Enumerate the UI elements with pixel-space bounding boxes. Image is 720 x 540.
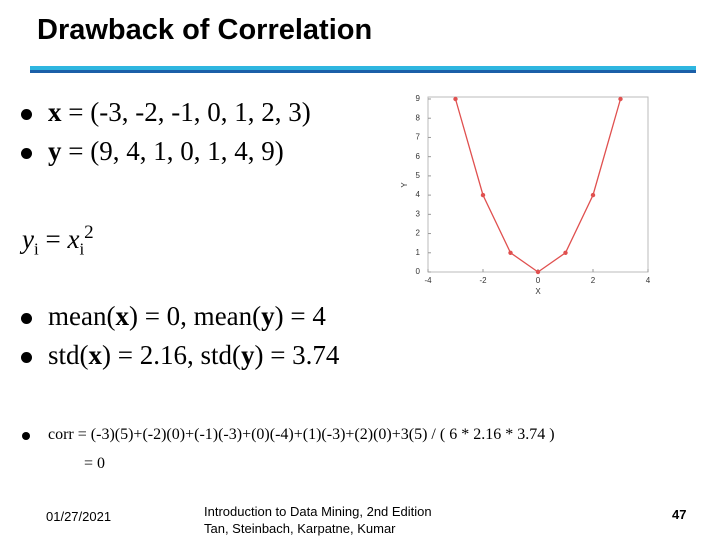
- bullet: [21, 109, 32, 120]
- bullet: [21, 352, 32, 363]
- data-point: [563, 250, 568, 255]
- x-tick-label: 2: [591, 276, 596, 285]
- footer-date: 01/27/2021: [46, 509, 112, 524]
- data-line: [454, 98, 622, 273]
- corr-result: = 0: [84, 455, 106, 472]
- y-tick-label: 4: [416, 190, 421, 199]
- y-axis-label: Y: [400, 182, 409, 188]
- x-tick-label: 0: [536, 276, 541, 285]
- y-tick-label: 0: [416, 267, 421, 276]
- data-point: [453, 96, 458, 102]
- bullet-text: std(x) = 2.16, std(y) = 3.74: [48, 340, 340, 370]
- footer-page: 47: [672, 507, 687, 522]
- y-tick-label: 3: [416, 209, 421, 218]
- formula: yi = xi2: [22, 222, 94, 259]
- y-tick-label: 7: [416, 133, 421, 142]
- data-point: [480, 192, 486, 198]
- bullet-text: mean(x) = 0, mean(y) = 4: [48, 301, 326, 331]
- plot-frame: [427, 96, 649, 273]
- data-point: [508, 250, 513, 255]
- y-tick-label: 6: [416, 152, 421, 161]
- bullet: [21, 313, 32, 324]
- bullet-text: x = (-3, -2, -1, 0, 1, 2, 3): [48, 97, 311, 127]
- footer-book: Introduction to Data Mining, 2nd Edition…: [204, 504, 432, 536]
- bullet-text: y = (9, 4, 1, 0, 1, 4, 9): [48, 136, 284, 166]
- bullet: [21, 148, 32, 159]
- y-tick-label: 2: [416, 229, 421, 238]
- data-point: [618, 96, 623, 102]
- y-tick-label: 1: [416, 248, 421, 257]
- y-tick-label: 5: [416, 171, 421, 180]
- slide-title: Drawback of Correlation: [37, 14, 373, 46]
- x-tick-label: -2: [479, 276, 487, 285]
- x-tick-label: 4: [646, 276, 651, 285]
- y-tick-label: 9: [416, 94, 421, 103]
- y-tick-label: 8: [416, 113, 421, 122]
- data-point: [590, 192, 596, 198]
- bullet: [22, 432, 30, 440]
- title-rule-dark: [30, 70, 696, 73]
- title-rule: [30, 66, 696, 70]
- x-tick-label: -4: [424, 276, 432, 285]
- data-point: [535, 269, 541, 275]
- x-axis-label: X: [535, 287, 541, 296]
- corr-text: corr = (-3)(5)+(-2)(0)+(-1)(-3)+(0)(-4)+…: [48, 426, 555, 443]
